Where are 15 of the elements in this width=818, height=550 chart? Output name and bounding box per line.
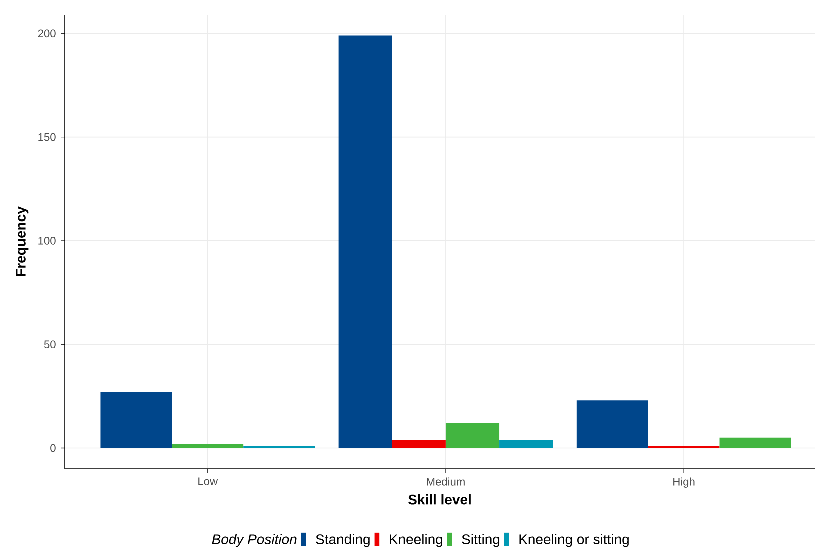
x-tick-label: High bbox=[674, 478, 695, 488]
y-tick-label: 200 bbox=[38, 30, 56, 38]
x-tick-label: Low bbox=[198, 478, 218, 486]
y-tick-label: 0 bbox=[50, 444, 56, 452]
y-axis-title: Frequency bbox=[16, 206, 29, 276]
y-tick-label: 50 bbox=[44, 340, 56, 349]
legend-label: Standing bbox=[316, 534, 370, 548]
y-tick-label: 150 bbox=[38, 133, 56, 142]
x-axis-title: Skill level bbox=[408, 494, 471, 505]
x-tick-label: Medium bbox=[427, 478, 465, 486]
y-tick-label: 100 bbox=[38, 237, 56, 245]
legend-label: Kneeling bbox=[390, 534, 442, 548]
legend-title: Body Position bbox=[212, 534, 297, 548]
legend-label: Sitting bbox=[462, 534, 500, 548]
legend-label: Kneeling or sitting bbox=[520, 534, 629, 548]
